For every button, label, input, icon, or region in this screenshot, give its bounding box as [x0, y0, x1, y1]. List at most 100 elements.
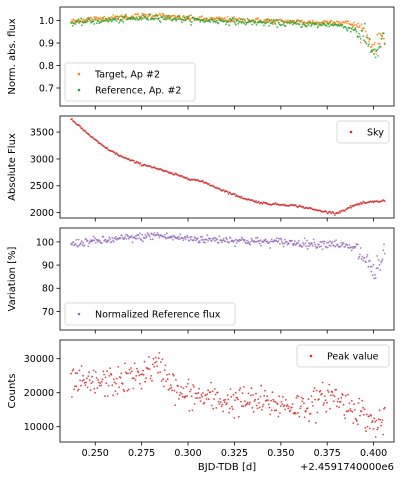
- data-point: [81, 18, 83, 21]
- data-point: [374, 273, 376, 276]
- data-point: [188, 14, 191, 17]
- data-point: [98, 239, 101, 242]
- data-point: [307, 398, 310, 401]
- data-point: [351, 23, 354, 26]
- data-point: [175, 391, 178, 394]
- legend-box: [336, 120, 390, 144]
- data-point: [383, 37, 385, 40]
- data-point: [135, 375, 138, 377]
- series-target-ap-2: [70, 12, 386, 55]
- data-point: [89, 389, 92, 392]
- data-point: [187, 378, 190, 381]
- data-point: [332, 24, 335, 27]
- data-point: [124, 362, 126, 365]
- data-point: [137, 234, 140, 237]
- data-point: [349, 408, 352, 410]
- data-point: [138, 18, 140, 21]
- data-point: [206, 393, 209, 396]
- data-point: [167, 14, 170, 17]
- x-tick-label: 0.375: [314, 448, 341, 459]
- data-point: [310, 207, 313, 210]
- data-point: [196, 237, 199, 240]
- data-point: [180, 18, 183, 21]
- data-point: [269, 413, 272, 416]
- data-point: [363, 27, 365, 30]
- data-point: [115, 20, 118, 22]
- data-point: [353, 403, 355, 406]
- data-point: [329, 240, 331, 243]
- panel-1: 0.7 0.8 0.9 1.0 Norm. abs. flux Target, Ap #2…: [7, 6, 395, 110]
- data-point: [134, 13, 137, 16]
- data-point: [91, 375, 93, 378]
- data-point: [90, 17, 92, 19]
- data-point: [354, 27, 356, 30]
- data-point: [335, 239, 337, 242]
- data-point: [135, 160, 138, 163]
- data-point: [102, 235, 105, 238]
- data-point: [263, 18, 266, 21]
- data-point: [113, 151, 116, 154]
- data-point: [226, 394, 229, 397]
- data-point: [207, 240, 210, 242]
- data-point: [254, 20, 257, 23]
- data-point: [383, 43, 386, 45]
- data-point: [307, 245, 310, 248]
- data-point: [372, 428, 375, 430]
- data-point: [88, 379, 91, 382]
- data-point: [141, 17, 144, 19]
- series-sky: [70, 118, 386, 217]
- data-point: [190, 238, 192, 241]
- data-point: [145, 236, 147, 239]
- data-point: [331, 241, 334, 244]
- data-point: [95, 19, 97, 21]
- legend: Peak value: [296, 344, 390, 368]
- data-point: [121, 18, 124, 21]
- data-point: [379, 418, 382, 421]
- data-point: [156, 365, 159, 367]
- data-point: [323, 242, 325, 245]
- data-point: [86, 377, 88, 380]
- data-point: [152, 357, 155, 360]
- data-point: [78, 369, 81, 372]
- data-point: [106, 370, 108, 373]
- data-point: [313, 241, 316, 244]
- data-point: [211, 390, 214, 393]
- data-point: [342, 242, 345, 244]
- data-point: [114, 17, 117, 20]
- data-point: [225, 402, 228, 404]
- data-point: [221, 17, 224, 19]
- data-point: [141, 233, 144, 236]
- data-point: [84, 129, 86, 132]
- data-point: [380, 260, 383, 262]
- x-tick-label: 0.250: [82, 448, 109, 459]
- data-point: [217, 400, 220, 403]
- data-point: [126, 389, 129, 392]
- data-point: [157, 17, 160, 20]
- data-point: [306, 239, 308, 242]
- data-point: [342, 403, 345, 406]
- data-point: [130, 236, 132, 239]
- data-point: [219, 239, 222, 241]
- data-point: [158, 236, 161, 239]
- data-point: [76, 20, 79, 23]
- data-point: [159, 371, 162, 373]
- data-point: [223, 401, 226, 404]
- data-point: [88, 371, 90, 374]
- data-point: [145, 235, 148, 238]
- data-point: [383, 32, 385, 35]
- data-point: [303, 237, 306, 240]
- data-point: [382, 249, 385, 252]
- data-point: [86, 20, 89, 23]
- data-point: [299, 20, 302, 23]
- data-point: [282, 23, 284, 26]
- data-point: [293, 242, 296, 245]
- data-point: [185, 176, 188, 179]
- data-point: [317, 25, 320, 27]
- data-point: [99, 382, 102, 384]
- data-point: [282, 245, 285, 248]
- data-point: [259, 395, 262, 398]
- data-point: [346, 244, 349, 247]
- data-point: [354, 245, 357, 248]
- legend: Normalized Reference flux: [64, 302, 236, 326]
- data-point: [161, 358, 164, 361]
